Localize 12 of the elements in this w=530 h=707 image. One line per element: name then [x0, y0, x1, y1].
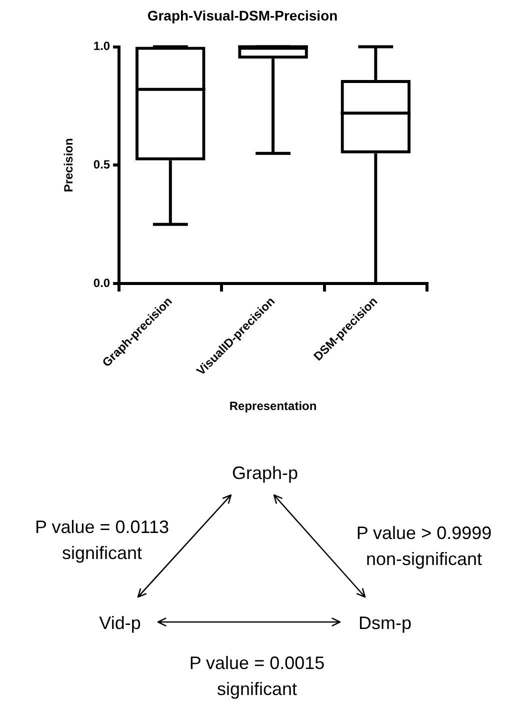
chart-title: Graph-Visual-DSM-Precision	[147, 7, 338, 24]
y-tick-label: 1.0	[93, 39, 110, 54]
text: P value = 0.0113 significant	[35, 516, 169, 565]
x-axis-title: Representation	[229, 399, 317, 414]
text: Graph-p	[232, 462, 298, 485]
y-tick-label: 0.0	[93, 276, 110, 290]
y-tick-label: 0.5	[93, 157, 110, 172]
text: P value = 0.0015 significant	[189, 652, 325, 701]
text: P value > 0.9999 non-significant	[356, 522, 492, 571]
text: Dsm-p	[358, 612, 412, 635]
y-axis-title: Precision	[62, 138, 76, 192]
text: Vid-p	[99, 612, 141, 635]
